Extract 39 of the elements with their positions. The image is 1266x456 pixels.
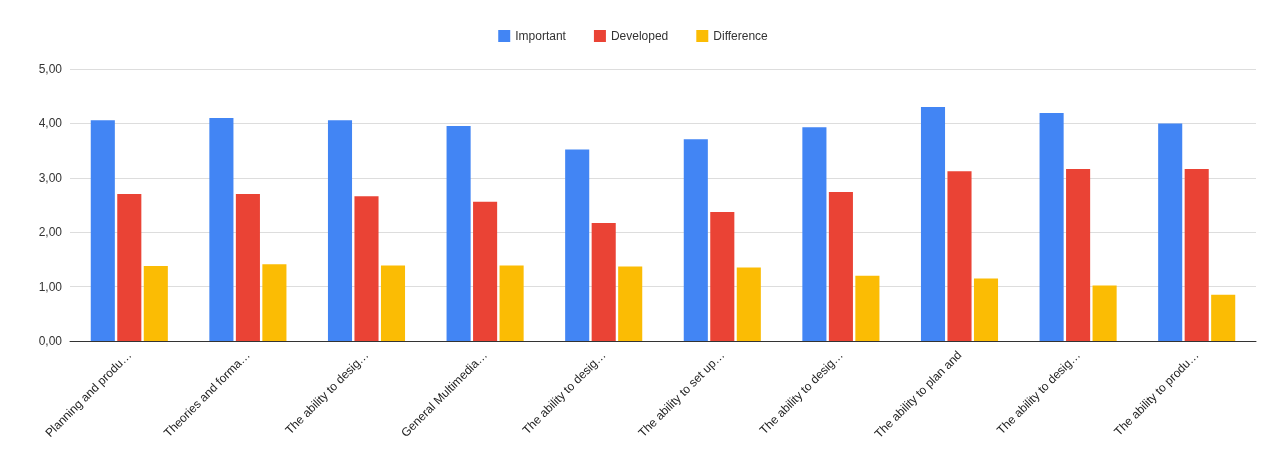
y-tick-label: 1,00 — [38, 279, 63, 294]
bar — [1158, 123, 1183, 341]
bar — [591, 222, 616, 341]
legend-label: Important — [515, 29, 567, 43]
bar — [736, 267, 761, 341]
bar — [683, 139, 708, 341]
bar — [920, 107, 946, 341]
bar — [235, 194, 260, 341]
bar — [117, 194, 142, 341]
legend-label: Developed — [610, 29, 669, 43]
bar — [446, 126, 471, 341]
bar — [380, 265, 406, 341]
y-tick-label: 4,00 — [38, 116, 63, 131]
bar — [1066, 169, 1091, 341]
bar — [855, 275, 880, 341]
bar — [802, 127, 827, 341]
y-tick-label: 5,00 — [38, 62, 63, 76]
legend-label: Difference — [713, 29, 769, 43]
bar — [1039, 113, 1064, 341]
y-tick-label: 3,00 — [38, 170, 63, 185]
bar — [947, 171, 972, 341]
bar — [710, 212, 735, 341]
bar — [828, 191, 853, 341]
bar — [1211, 294, 1236, 341]
bar — [973, 278, 999, 341]
bar — [354, 196, 379, 341]
bar — [499, 265, 524, 341]
bar — [1184, 169, 1209, 341]
bar — [618, 266, 643, 341]
bar — [565, 149, 590, 341]
bar — [143, 265, 168, 341]
bar — [327, 120, 353, 341]
bar — [90, 120, 115, 341]
y-tick-label: 2,00 — [38, 225, 63, 240]
bar — [1092, 285, 1117, 341]
bar — [262, 264, 287, 341]
bar — [209, 117, 234, 341]
bar — [473, 201, 498, 341]
y-tick-label: 0,00 — [38, 334, 63, 348]
